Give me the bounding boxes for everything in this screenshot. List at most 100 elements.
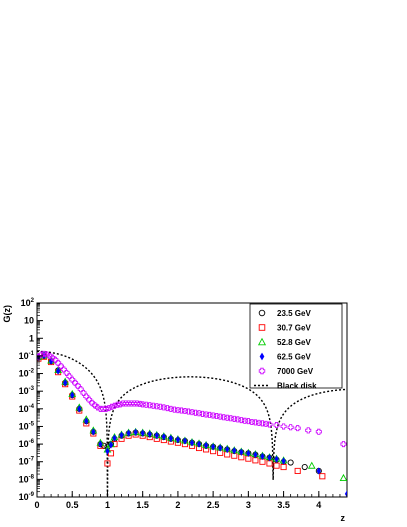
- data-point: [107, 450, 115, 457]
- legend-label: 30.7 GeV: [277, 324, 311, 333]
- data-point: [224, 414, 231, 421]
- data-point: [181, 408, 188, 415]
- data-point: [83, 393, 90, 400]
- data-point: [301, 463, 308, 471]
- data-point: [86, 396, 93, 403]
- data-point: [294, 467, 301, 474]
- data-point: [218, 444, 223, 452]
- data-point: [119, 431, 124, 439]
- data-point: [117, 401, 124, 408]
- data-point: [273, 462, 280, 469]
- series-7000-gev: [37, 350, 347, 448]
- x-tick-label: 3: [246, 500, 251, 510]
- data-point: [344, 490, 347, 497]
- data-point: [234, 416, 241, 423]
- data-point: [164, 405, 171, 412]
- legend-box: [249, 303, 343, 389]
- data-point: [52, 356, 59, 363]
- data-point: [178, 407, 185, 414]
- legend-entry: Black disk: [254, 382, 317, 391]
- data-point: [259, 420, 266, 427]
- data-point: [253, 451, 258, 459]
- data-point: [280, 463, 287, 471]
- x-tick-label: 2: [175, 500, 180, 510]
- black-disk-curve: [37, 350, 347, 497]
- data-point: [252, 419, 259, 426]
- y-tick-label: 10-9: [19, 492, 35, 502]
- data-point: [160, 404, 167, 411]
- legend-label: 52.8 GeV: [277, 338, 311, 347]
- data-point: [231, 415, 238, 422]
- data-point: [74, 382, 81, 389]
- data-point: [147, 430, 152, 438]
- data-point: [49, 354, 56, 361]
- data-point: [189, 438, 195, 447]
- data-point: [217, 413, 224, 420]
- data-point: [88, 399, 95, 406]
- data-point: [146, 402, 153, 409]
- data-point: [281, 457, 286, 465]
- x-tick-label: 0: [34, 500, 39, 510]
- legend-swatch: [258, 324, 266, 331]
- data-point: [105, 447, 110, 455]
- data-point: [175, 435, 181, 444]
- data-point: [274, 455, 279, 463]
- data-point: [315, 428, 322, 435]
- data-point: [41, 350, 48, 357]
- data-point: [182, 437, 188, 445]
- y-tick-label: 10: [24, 316, 34, 326]
- data-point: [305, 427, 312, 434]
- data-point: [72, 379, 79, 386]
- data-point: [84, 417, 89, 425]
- data-point: [294, 425, 301, 432]
- data-point: [273, 422, 280, 429]
- legend-label: 62.5 GeV: [277, 353, 311, 362]
- data-point: [140, 429, 145, 437]
- data-point: [112, 434, 117, 442]
- legend-entry: 23.5 GeV: [258, 309, 311, 318]
- data-point: [91, 402, 98, 409]
- data-point: [266, 421, 273, 428]
- x-tick-label: 4: [316, 500, 321, 510]
- data-point: [185, 408, 192, 415]
- data-point: [55, 359, 62, 366]
- data-point: [104, 460, 111, 467]
- data-point: [287, 459, 294, 466]
- y-tick-label: 102: [21, 298, 35, 308]
- data-point: [108, 441, 114, 449]
- data-point: [227, 415, 234, 422]
- data-point: [69, 376, 76, 383]
- y-tick-label: 10-5: [19, 421, 35, 431]
- x-tick-label: 2.5: [207, 500, 220, 510]
- data-point: [91, 428, 96, 436]
- data-point: [103, 405, 110, 412]
- y-tick-label: 10-2: [19, 369, 35, 379]
- data-point: [239, 448, 244, 456]
- data-point: [114, 401, 121, 408]
- data-point: [150, 402, 157, 409]
- data-point: [196, 440, 202, 448]
- legend-entry: 7000 GeV: [258, 367, 314, 376]
- x-tick-label: 1.5: [136, 500, 149, 510]
- legend-label: Black disk: [277, 382, 317, 391]
- black-disk-curve-layer: [37, 350, 347, 497]
- data-point: [171, 406, 178, 413]
- data-point: [139, 401, 146, 408]
- data-point: [60, 366, 67, 373]
- data-point: [255, 419, 262, 426]
- data-point: [232, 447, 237, 455]
- x-tick-label: 0.5: [66, 500, 79, 510]
- data-point: [213, 413, 220, 420]
- data-point: [246, 449, 251, 458]
- data-point: [157, 403, 164, 410]
- data-point: [210, 412, 217, 419]
- data-point: [252, 457, 259, 464]
- data-point: [111, 402, 118, 409]
- data-point: [55, 367, 61, 375]
- data-point: [210, 443, 216, 451]
- data-point: [143, 401, 150, 408]
- data-point: [167, 405, 174, 412]
- legend-entry: 30.7 GeV: [258, 324, 311, 333]
- data-point: [266, 460, 273, 467]
- data-point: [136, 400, 143, 407]
